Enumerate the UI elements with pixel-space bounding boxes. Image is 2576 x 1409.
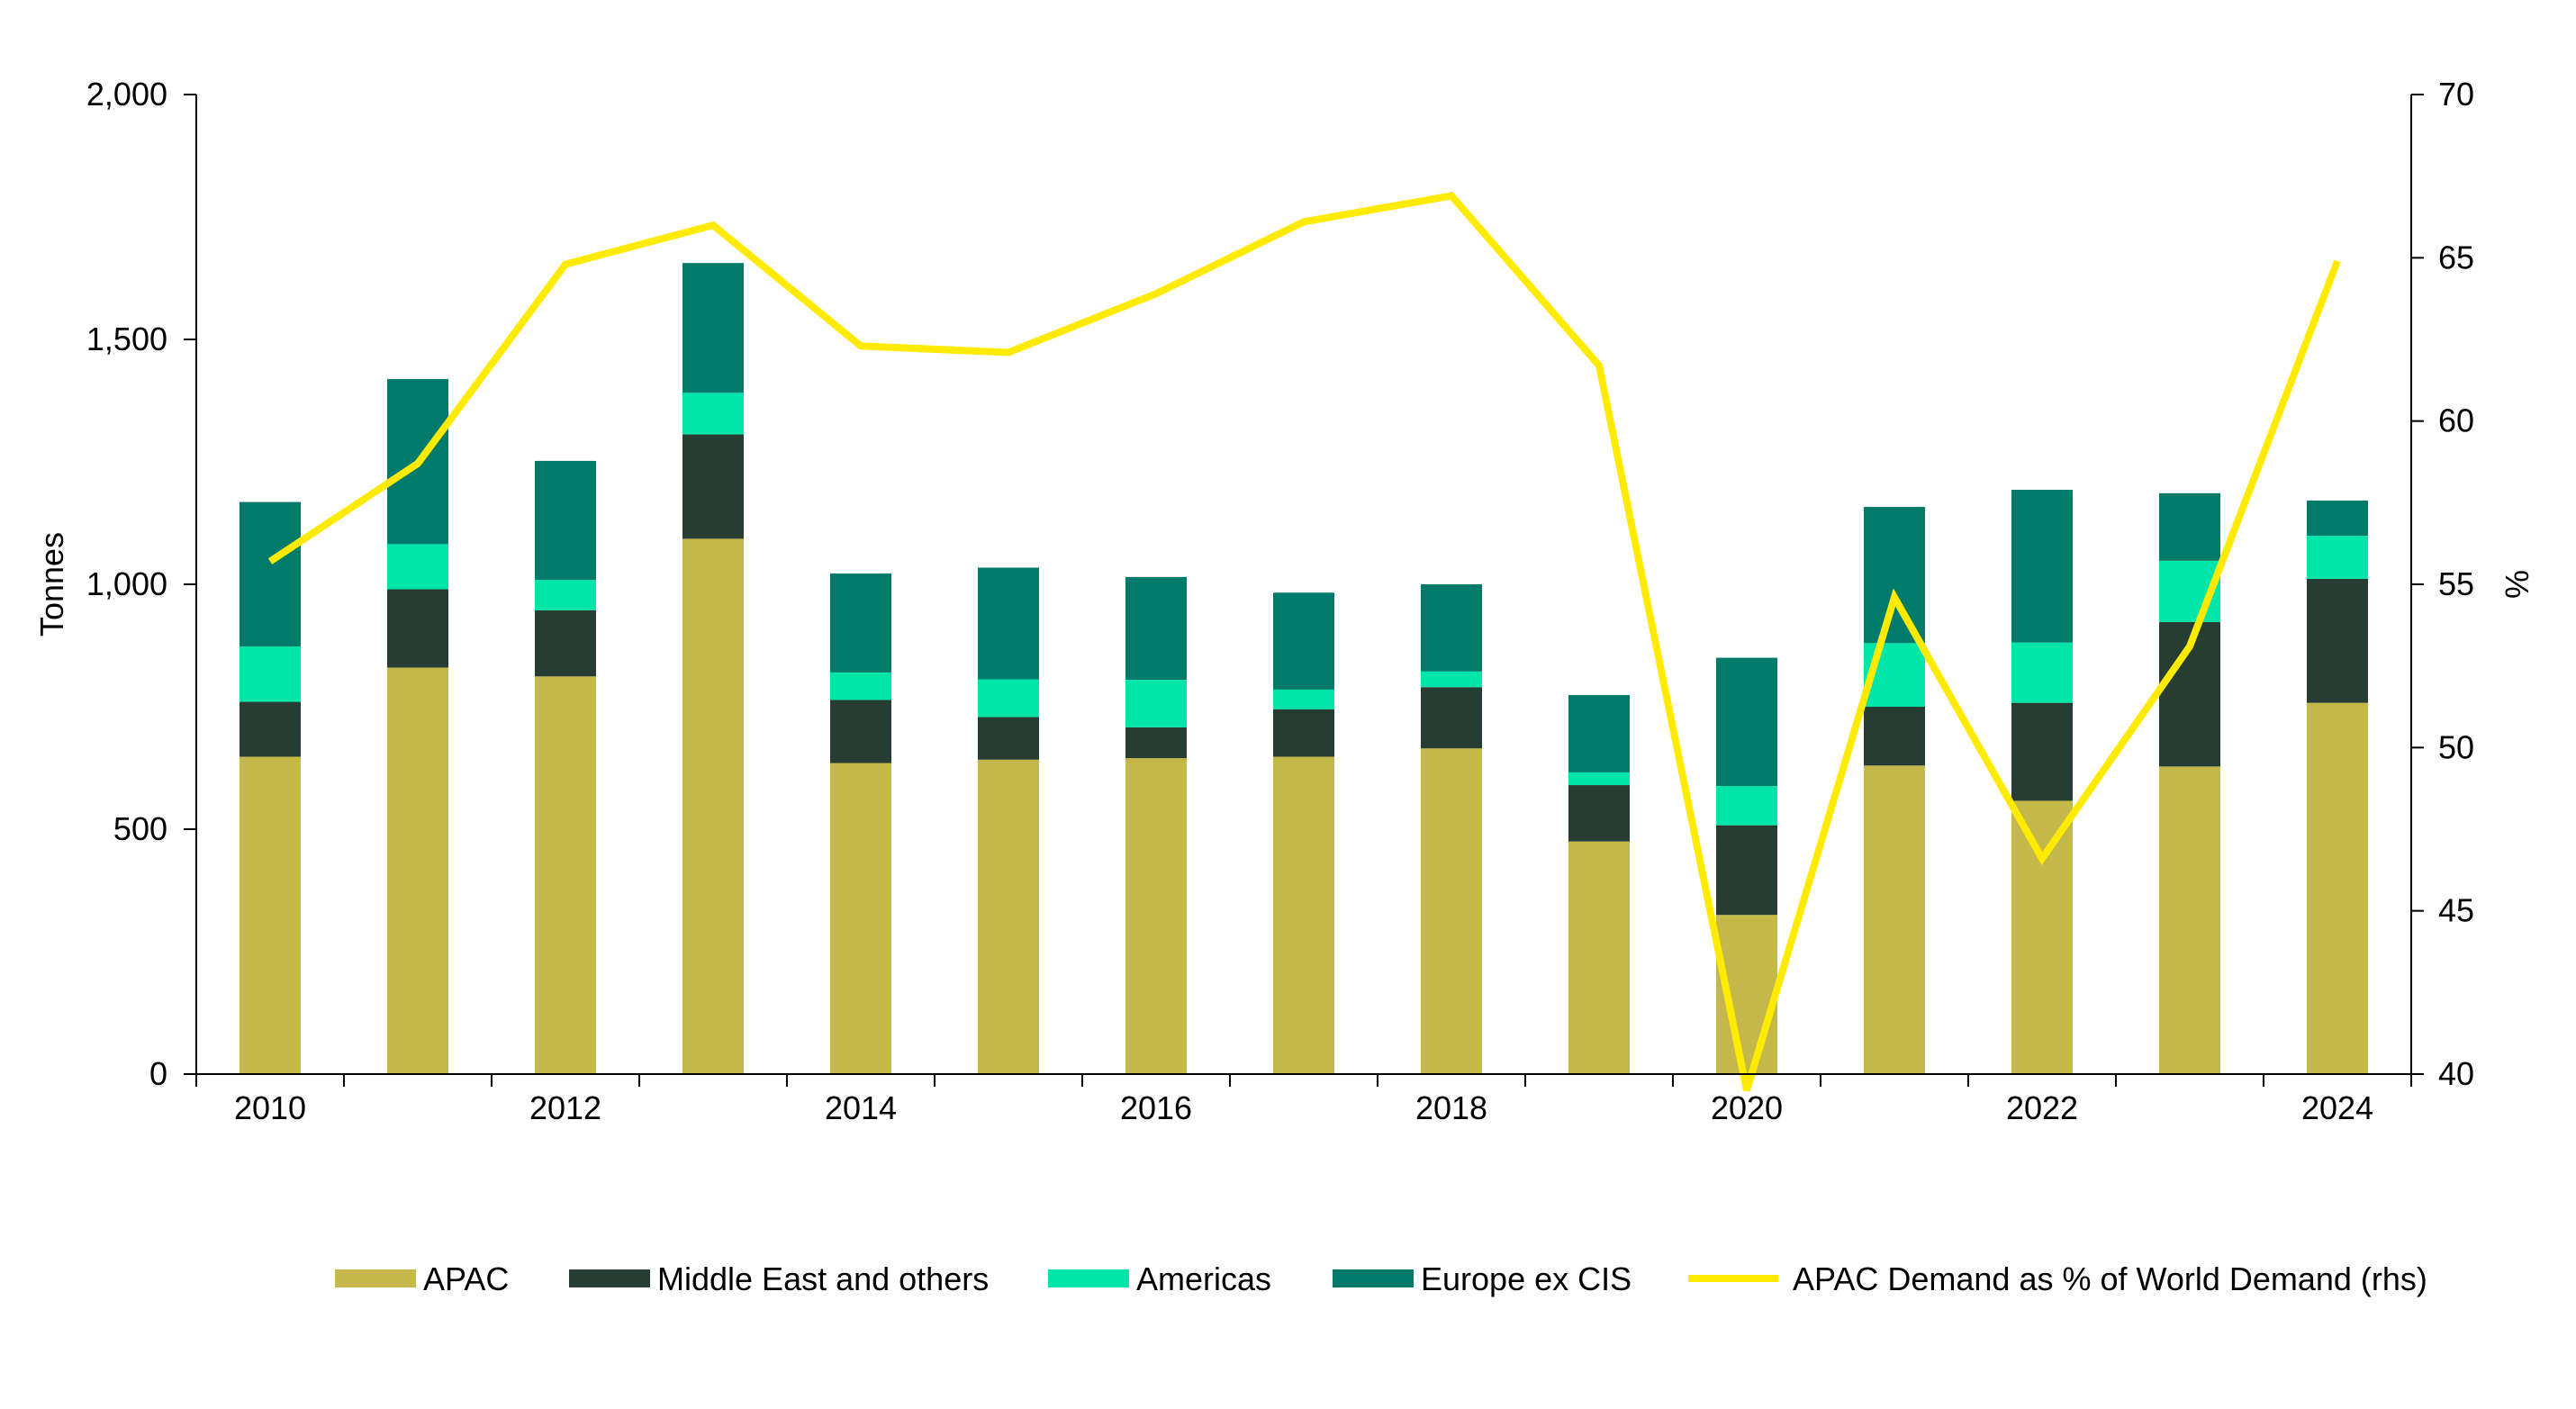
bar-middle-east-and-others-2018 <box>1421 687 1482 749</box>
bar-americas-2010 <box>240 646 301 702</box>
bar-europe-ex-cis-2021 <box>1864 507 1925 644</box>
bar-apac-2016 <box>1125 758 1187 1074</box>
legend-label-middle-east-and-others: Middle East and others <box>657 1260 989 1297</box>
right-tick-label: 65 <box>2438 239 2474 275</box>
bar-middle-east-and-others-2016 <box>1125 727 1187 759</box>
bar-apac-2023 <box>2159 766 2220 1074</box>
bar-apac-2013 <box>682 538 744 1074</box>
left-tick-label: 500 <box>113 810 167 847</box>
x-tick-label: 2016 <box>1120 1089 1192 1126</box>
left-axis-title: Tonnes <box>33 532 70 637</box>
x-tick-label: 2022 <box>2006 1089 2078 1126</box>
bar-middle-east-and-others-2022 <box>2011 702 2073 801</box>
legend: APAC Middle East and others Americas Europe… <box>335 1260 2427 1297</box>
bar-europe-ex-cis-2013 <box>682 263 744 393</box>
legend-swatch-middle-east-and-others <box>569 1269 650 1287</box>
bar-americas-2012 <box>535 580 596 610</box>
axes-layer: 0 500 1,000 1,500 2,000 40 45 50 55 60 65 70 2010 201… <box>33 76 2535 1126</box>
line-apac-demand-share <box>267 192 2341 1092</box>
bar-middle-east-and-others-2015 <box>978 717 1039 760</box>
bar-americas-2018 <box>1421 671 1482 688</box>
bar-middle-east-and-others-2019 <box>1568 785 1630 842</box>
bar-apac-2014 <box>830 763 891 1074</box>
bar-middle-east-and-others-2010 <box>240 701 301 757</box>
bar-americas-2019 <box>1568 772 1630 786</box>
bar-europe-ex-cis-2018 <box>1421 584 1482 672</box>
legend-label-apac: APAC <box>423 1260 509 1297</box>
bar-apac-2017 <box>1273 756 1334 1074</box>
x-tick-label: 2018 <box>1415 1089 1487 1126</box>
bar-apac-2024 <box>2307 702 2368 1074</box>
bar-middle-east-and-others-2024 <box>2307 579 2368 703</box>
bar-europe-ex-cis-2015 <box>978 567 1039 680</box>
bar-americas-2020 <box>1716 786 1777 826</box>
right-tick-label: 40 <box>2438 1055 2474 1092</box>
left-tick-label: 1,000 <box>86 565 167 602</box>
bar-apac-2022 <box>2011 800 2073 1074</box>
bar-apac-2021 <box>1864 765 1925 1074</box>
line-layer <box>267 192 2341 1092</box>
bar-americas-2011 <box>387 544 448 590</box>
right-tick-label: 45 <box>2438 892 2474 929</box>
bar-middle-east-and-others-2013 <box>682 434 744 539</box>
right-tick-label: 60 <box>2438 402 2474 439</box>
x-tick-label: 2024 <box>2301 1089 2373 1126</box>
bar-americas-2024 <box>2307 536 2368 580</box>
x-tick-label: 2020 <box>1711 1089 1783 1126</box>
bar-americas-2017 <box>1273 689 1334 709</box>
x-tick-label: 2012 <box>529 1089 601 1126</box>
bar-middle-east-and-others-2017 <box>1273 709 1334 757</box>
bar-europe-ex-cis-2023 <box>2159 492 2220 561</box>
right-tick-label: 50 <box>2438 728 2474 765</box>
legend-label-americas: Americas <box>1136 1260 1271 1297</box>
left-tick-label: 0 <box>149 1055 167 1092</box>
left-tick-label: 1,500 <box>86 321 167 357</box>
bar-middle-east-and-others-2014 <box>830 700 891 763</box>
bar-europe-ex-cis-2012 <box>535 460 596 581</box>
bar-europe-ex-cis-2022 <box>2011 490 2073 643</box>
bar-layer <box>240 263 2368 1074</box>
legend-swatch-americas <box>1048 1269 1129 1287</box>
right-axis-title: % <box>2499 570 2535 599</box>
legend-swatch-apac <box>335 1269 416 1287</box>
bar-europe-ex-cis-2017 <box>1273 592 1334 690</box>
bar-middle-east-and-others-2021 <box>1864 707 1925 766</box>
bar-europe-ex-cis-2019 <box>1568 694 1630 772</box>
left-tick-label: 2,000 <box>86 76 167 113</box>
bar-americas-2014 <box>830 672 891 700</box>
bar-europe-ex-cis-2020 <box>1716 657 1777 787</box>
x-tick-label: 2014 <box>825 1089 897 1126</box>
bar-apac-2011 <box>387 667 448 1074</box>
right-tick-label: 70 <box>2438 76 2474 113</box>
bar-americas-2015 <box>978 679 1039 718</box>
legend-label-apac-demand-as-of-world-demand-rhs: APAC Demand as % of World Demand (rhs) <box>1793 1260 2427 1297</box>
bar-americas-2022 <box>2011 642 2073 703</box>
x-tick-label: 2010 <box>234 1089 306 1126</box>
bar-europe-ex-cis-2016 <box>1125 576 1187 681</box>
bar-middle-east-and-others-2020 <box>1716 825 1777 916</box>
legend-swatch-europe-ex-cis <box>1333 1269 1414 1287</box>
bar-apac-2015 <box>978 759 1039 1074</box>
legend-label-europe-ex-cis: Europe ex CIS <box>1421 1260 1631 1297</box>
right-tick-label: 55 <box>2438 565 2474 602</box>
bar-middle-east-and-others-2011 <box>387 589 448 668</box>
bar-apac-2010 <box>240 756 301 1074</box>
bar-middle-east-and-others-2012 <box>535 610 596 677</box>
bar-europe-ex-cis-2010 <box>240 501 301 647</box>
bar-apac-2019 <box>1568 841 1630 1074</box>
bar-apac-2018 <box>1421 748 1482 1074</box>
bar-americas-2016 <box>1125 680 1187 727</box>
bar-europe-ex-cis-2014 <box>830 574 891 673</box>
bar-americas-2013 <box>682 393 744 435</box>
bar-apac-2012 <box>535 676 596 1074</box>
bar-europe-ex-cis-2024 <box>2307 500 2368 537</box>
